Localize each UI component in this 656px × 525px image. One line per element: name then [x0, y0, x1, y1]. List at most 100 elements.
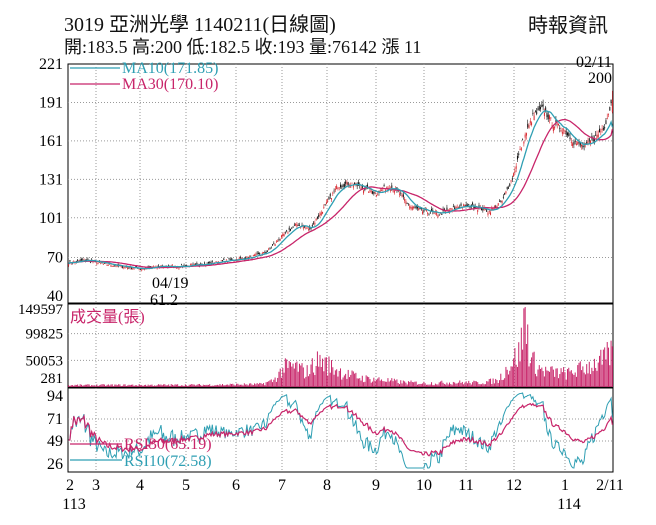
- volume-bar: [265, 382, 267, 387]
- candle-body: [554, 126, 556, 129]
- candle-body: [566, 132, 568, 136]
- volume-bar: [154, 385, 156, 387]
- candle-body: [122, 266, 123, 268]
- volume-bar: [495, 378, 497, 387]
- candle-body: [328, 196, 330, 200]
- volume-bar: [159, 384, 161, 387]
- volume-bar: [233, 384, 235, 387]
- volume-bar: [202, 384, 204, 387]
- x-tick-label: 4: [136, 477, 144, 494]
- candle-body: [279, 238, 281, 240]
- volume-bar: [165, 385, 167, 387]
- candle-body: [552, 127, 554, 132]
- volume-bar: [547, 370, 549, 387]
- volume-bar: [168, 384, 170, 387]
- volume-bar: [611, 346, 613, 387]
- candle-body: [270, 247, 272, 249]
- candle-body: [360, 187, 362, 190]
- x-tick-label: 8: [323, 477, 331, 494]
- candle-body: [492, 207, 494, 210]
- candle-body: [405, 201, 407, 204]
- candle-body: [497, 203, 499, 206]
- volume-bar: [391, 378, 393, 387]
- volume-bar: [447, 384, 449, 387]
- candle-body: [608, 113, 610, 115]
- volume-bar: [346, 378, 348, 387]
- candle-body: [578, 141, 580, 144]
- volume-bar: [406, 384, 408, 387]
- candle-body: [307, 229, 309, 231]
- volume-bar: [377, 378, 379, 387]
- candle-body: [377, 194, 379, 196]
- candle-body: [364, 188, 366, 191]
- candle-body: [224, 262, 226, 263]
- volume-bar: [387, 378, 389, 387]
- candle-body: [550, 117, 552, 119]
- candle-body: [379, 190, 381, 192]
- volume-bar: [361, 375, 363, 387]
- candle-body: [254, 254, 256, 256]
- volume-bar: [269, 380, 271, 387]
- volume-bar: [319, 354, 321, 387]
- candle-body: [251, 257, 253, 260]
- candle-body: [314, 222, 316, 225]
- volume-bar: [463, 384, 465, 387]
- volume-bar: [423, 381, 425, 387]
- volume-bar: [436, 384, 438, 387]
- volume-bar: [234, 385, 236, 387]
- candle-body: [429, 212, 431, 214]
- candle-body: [610, 99, 612, 104]
- volume-bar: [422, 383, 424, 387]
- candle-body: [179, 267, 181, 269]
- candle-body: [123, 267, 125, 269]
- rsi-tick-label: 26: [47, 456, 63, 473]
- volume-bar: [228, 385, 230, 387]
- volume-bar: [139, 385, 141, 387]
- volume-bar: [105, 385, 107, 387]
- volume-bar: [527, 324, 529, 387]
- candle-body: [257, 252, 259, 254]
- candle-body: [532, 113, 534, 115]
- volume-bar: [146, 385, 148, 387]
- candle-body: [411, 207, 413, 210]
- volume-bar: [601, 364, 603, 387]
- volume-bar: [609, 365, 611, 387]
- candle-body: [477, 209, 479, 212]
- candle-body: [538, 105, 540, 110]
- candle-body: [474, 206, 476, 209]
- candle-body: [320, 212, 322, 216]
- volume-bar: [364, 381, 366, 387]
- candle-body: [602, 127, 604, 130]
- candle-body: [559, 127, 561, 129]
- candle-body: [375, 194, 377, 197]
- candle-body: [178, 267, 180, 269]
- volume-bar: [288, 361, 290, 387]
- volume-bar: [457, 382, 459, 387]
- volume-bar: [363, 382, 365, 387]
- candle-body: [206, 262, 208, 264]
- volume-bar: [254, 383, 256, 387]
- volume-bar: [454, 382, 456, 387]
- volume-bar: [345, 373, 347, 387]
- candle-body: [436, 212, 438, 215]
- candle-body: [278, 239, 280, 241]
- volume-bar: [428, 384, 430, 387]
- volume-bar: [602, 349, 604, 387]
- volume-bar: [134, 385, 136, 387]
- volume-bar: [532, 352, 534, 387]
- candle-body: [347, 182, 349, 186]
- volume-bar: [283, 372, 285, 387]
- volume-bar: [382, 381, 384, 387]
- candle-body: [341, 186, 343, 188]
- rsi-tick-label: 49: [47, 433, 63, 450]
- candle-body: [329, 193, 331, 197]
- candle-body: [509, 183, 511, 187]
- volume-bar: [393, 378, 395, 387]
- volume-bar: [343, 375, 345, 387]
- candle-body: [523, 141, 525, 144]
- volume-bar: [223, 385, 225, 387]
- volume-bar: [496, 380, 498, 387]
- volume-bar: [298, 363, 300, 387]
- volume-bar: [470, 384, 472, 387]
